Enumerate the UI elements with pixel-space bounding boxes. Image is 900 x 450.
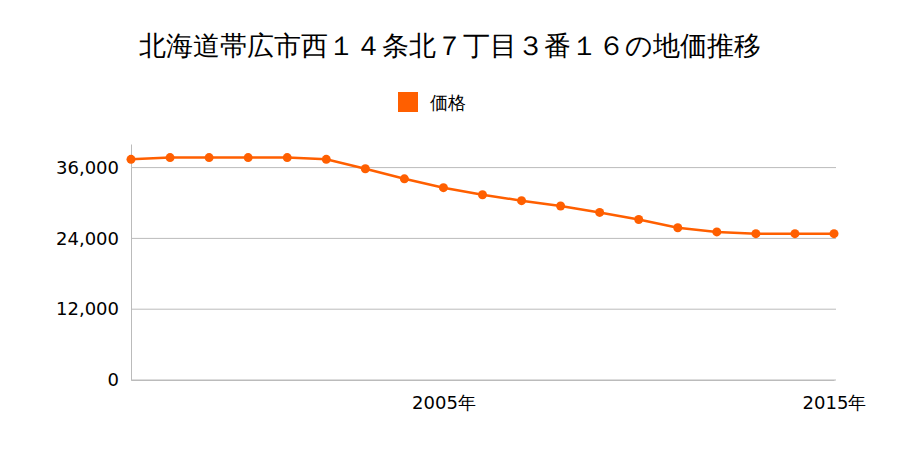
grid-line (131, 380, 836, 381)
data-point (283, 153, 292, 162)
y-axis: 0 12,000 24,000 36,000 (56, 145, 131, 391)
grid-line (131, 309, 836, 310)
data-point (322, 155, 331, 164)
data-point (205, 153, 214, 162)
legend: 価格 (398, 92, 466, 113)
chart-container: 北海道帯広市西１４条北７丁目３番１６の地価推移 0 12,000 24,000 36,0… (0, 0, 900, 450)
data-point (517, 196, 526, 205)
y-tick: 24,000 (56, 228, 131, 249)
y-tick: 0 (108, 369, 131, 390)
data-point (166, 153, 175, 162)
y-axis-line (131, 145, 132, 381)
data-point (127, 155, 136, 164)
data-point (244, 153, 253, 162)
x-axis: 2005年 2015年 (132, 380, 867, 413)
x-tick-label: 2005年 (412, 392, 476, 413)
grid (131, 168, 836, 380)
y-tick-label: 0 (108, 369, 119, 390)
chart-title: 北海道帯広市西１４条北７丁目３番１６の地価推移 (139, 30, 761, 61)
data-point (830, 229, 839, 238)
x-tick: 2005年 (412, 380, 476, 413)
y-tick-label: 36,000 (56, 157, 119, 178)
data-point (400, 174, 409, 183)
x-tick-label: 2015年 (803, 392, 867, 413)
series-line (131, 158, 834, 234)
y-tick-label: 12,000 (56, 298, 119, 319)
data-point (673, 223, 682, 232)
grid-line (131, 167, 836, 168)
grid-line (131, 238, 836, 239)
x-axis-line (132, 380, 835, 381)
data-point (439, 183, 448, 192)
data-point (478, 190, 487, 199)
data-point (790, 229, 799, 238)
y-tick: 12,000 (56, 298, 131, 319)
data-point (712, 227, 721, 236)
plot-area (127, 153, 839, 238)
y-tick-label: 24,000 (56, 228, 119, 249)
data-point (751, 229, 760, 238)
data-point (595, 208, 604, 217)
data-point (361, 164, 370, 173)
data-point (634, 215, 643, 224)
chart-svg: 北海道帯広市西１４条北７丁目３番１６の地価推移 0 12,000 24,000 36,0… (0, 0, 900, 450)
y-tick: 36,000 (56, 157, 131, 178)
data-point (556, 201, 565, 210)
series-markers (127, 153, 839, 238)
legend-label: 価格 (430, 92, 466, 113)
legend-swatch (398, 92, 418, 112)
x-tick: 2015年 (803, 380, 867, 413)
